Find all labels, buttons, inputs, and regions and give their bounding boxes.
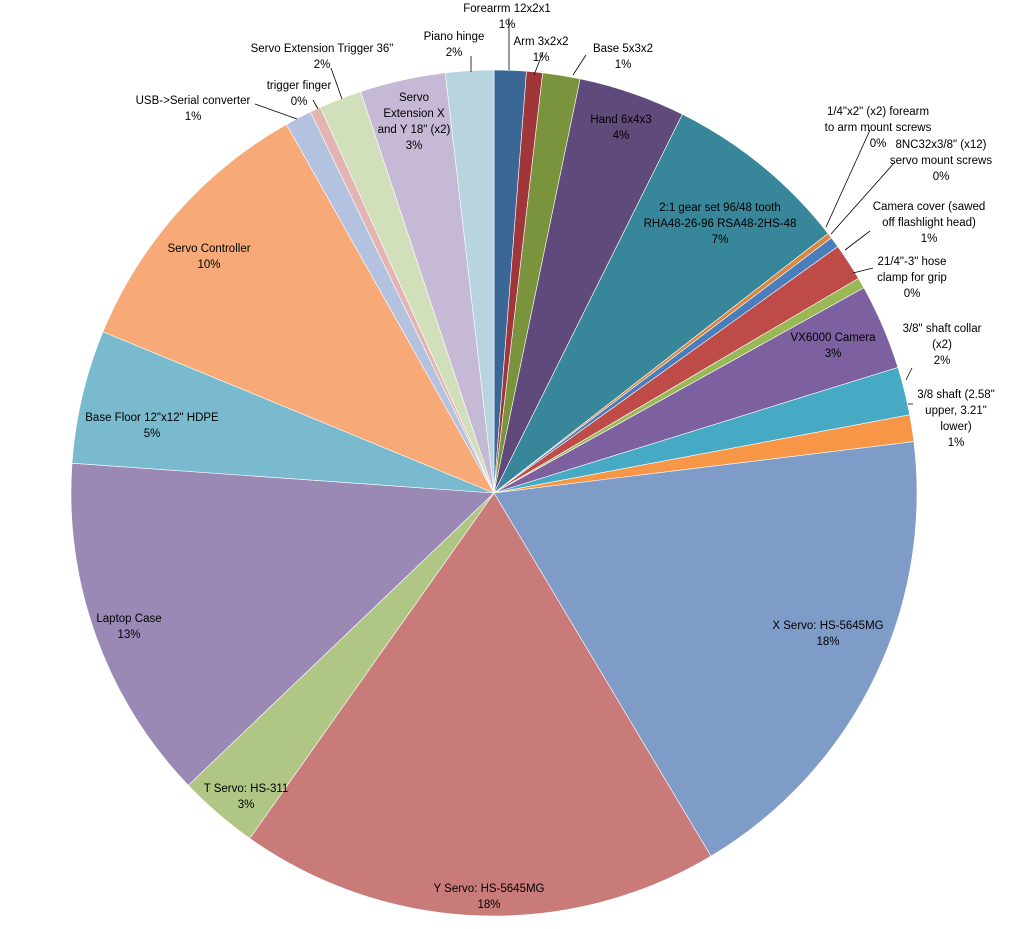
leader-line — [844, 230, 871, 251]
slice-percent-label: 2% — [446, 47, 463, 59]
slice-label: Servo Controller 10% — [167, 243, 250, 271]
slice-label: 3/8" shaft collar (x2) 2% — [903, 323, 982, 367]
leader-line — [825, 129, 871, 228]
slice-percent-label: 1% — [948, 437, 965, 449]
slice-name-label: 21/4"-3" hose — [878, 256, 947, 268]
slice-label: Base 5x3x2 1% — [593, 43, 653, 71]
slice-percent-label: 18% — [477, 899, 500, 911]
slice-name-label: off flashlight head) — [882, 217, 976, 229]
leader-line — [330, 67, 343, 100]
slice-name-label: X Servo: HS-5645MG — [772, 620, 883, 632]
slice-label: VX6000 Camera 3% — [790, 332, 876, 360]
slice-labels: Forearrm 12x2x1 1% Arm 3x2x2 1% Base 5x3x2 1%… — [85, 3, 995, 911]
slice-name-label: T Servo: HS-311 — [204, 783, 289, 795]
slice-percent-label: 18% — [816, 636, 839, 648]
leader-line — [905, 367, 913, 381]
slice-label: Base Floor 12"x12" HDPE 5% — [85, 412, 219, 440]
slice-percent-label: 1% — [185, 111, 202, 123]
slice-name-label: to arm mount screws — [825, 122, 932, 134]
slice-name-label: 3/8" shaft collar — [903, 323, 982, 335]
slice-label: T Servo: HS-311 3% — [204, 783, 289, 811]
slice-label: trigger finger 0% — [267, 80, 332, 108]
slice-name-label: (x2) — [932, 339, 952, 351]
slice-label: Forearrm 12x2x1 1% — [463, 3, 551, 31]
slice-percent-label: 2% — [314, 59, 331, 71]
slice-label: Hand 6x4x3 4% — [590, 114, 651, 142]
pie-slice — [249, 492, 712, 917]
slice-label: Servo Extension Trigger 36" 2% — [251, 43, 394, 71]
slice-percent-label: 3% — [406, 140, 423, 152]
slice-name-label: Camera cover (sawed — [873, 201, 985, 213]
slice-name-label: Extension X — [383, 108, 445, 120]
slice-name-label: VX6000 Camera — [790, 332, 876, 344]
slice-percent-label: 0% — [904, 288, 921, 300]
slice-name-label: Servo Controller — [167, 243, 250, 255]
slice-name-label: Hand 6x4x3 — [590, 114, 651, 126]
slice-label: X Servo: HS-5645MG 18% — [772, 620, 883, 648]
slice-name-label: Laptop Case — [96, 613, 161, 625]
slice-percent-label: 3% — [825, 348, 842, 360]
slice-name-label: Base Floor 12"x12" HDPE — [85, 412, 219, 424]
slice-label: Arm 3x2x2 1% — [514, 36, 569, 64]
slice-percent-label: 7% — [712, 234, 729, 246]
slice-percent-label: 0% — [291, 96, 308, 108]
slice-name-label: USB->Serial converter — [136, 95, 251, 107]
slice-percent-label: 4% — [613, 130, 630, 142]
slice-percent-label: 13% — [117, 629, 140, 641]
slice-percent-label: 3% — [238, 799, 255, 811]
slice-name-label: clamp for grip — [877, 272, 947, 284]
slice-name-label: and Y 18" (x2) — [378, 124, 451, 136]
slice-name-label: servo mount screws — [890, 155, 993, 167]
leader-line — [852, 267, 874, 274]
slice-name-label: Arm 3x2x2 — [514, 36, 569, 48]
slice-percent-label: 1% — [921, 233, 938, 245]
slice-percent-label: 2% — [934, 355, 951, 367]
slice-name-label: Servo Extension Trigger 36" — [251, 43, 394, 55]
slice-label: Camera cover (sawed off flashlight head) 1… — [873, 201, 985, 245]
slice-label: 8NC32x3/8" (x12) servo mount screws 0% — [890, 139, 993, 183]
slice-percent-label: 5% — [144, 428, 161, 440]
slice-percent-label: 1% — [615, 59, 632, 71]
slice-name-label: RHA48-26-96 RSA48-2HS-48 — [644, 218, 797, 230]
slice-label: Piano hinge 2% — [424, 31, 485, 59]
slice-name-label: 1/4"x2" (x2) forearm — [827, 106, 929, 118]
pie-slice — [444, 69, 495, 494]
slice-label: 2:1 gear set 96/48 tooth RHA48-26-96 RSA4… — [644, 202, 797, 246]
slice-name-label: Forearrm 12x2x1 — [463, 3, 551, 15]
slice-percent-label: 0% — [933, 171, 950, 183]
slice-label: USB->Serial converter 1% — [136, 95, 251, 123]
slice-label: 3/8 shaft (2.58" upper, 3.21" lower) 1% — [917, 389, 995, 449]
slice-label: Servo Extension X and Y 18" (x2) 3% — [378, 92, 451, 152]
leader-line — [572, 54, 587, 76]
slice-label: 1/4"x2" (x2) forearm to arm mount screws 0… — [825, 106, 932, 150]
slice-name-label: trigger finger — [267, 80, 332, 92]
slice-name-label: Base 5x3x2 — [593, 43, 653, 55]
slice-label: Laptop Case 13% — [96, 613, 161, 641]
slice-name-label: Y Servo: HS-5645MG — [433, 883, 544, 895]
pie-slice — [493, 113, 829, 494]
leader-lines — [254, 18, 913, 405]
pie-slice — [102, 124, 495, 494]
slice-label: 21/4"-3" hose clamp for grip 0% — [877, 256, 947, 300]
slice-name-label: 2:1 gear set 96/48 tooth — [659, 202, 780, 214]
slice-name-label: lower) — [940, 421, 971, 433]
slice-percent-label: 0% — [870, 138, 887, 150]
leader-line — [533, 51, 544, 76]
pie-slice — [70, 462, 495, 786]
leader-line — [254, 103, 298, 120]
leader-line — [830, 161, 896, 235]
pie-slice — [493, 441, 918, 857]
slice-name-label: Piano hinge — [424, 31, 485, 43]
slice-label: Y Servo: HS-5645MG 18% — [433, 883, 544, 911]
slice-name-label: upper, 3.21" — [925, 405, 987, 417]
slice-name-label: 8NC32x3/8" (x12) — [895, 139, 986, 151]
leader-line — [312, 99, 319, 110]
pie-slices — [70, 69, 918, 917]
slice-name-label: Servo — [399, 92, 429, 104]
slice-percent-label: 10% — [197, 259, 220, 271]
slice-percent-label: 1% — [499, 19, 516, 31]
slice-percent-label: 1% — [533, 52, 550, 64]
slice-name-label: 3/8 shaft (2.58" — [917, 389, 995, 401]
